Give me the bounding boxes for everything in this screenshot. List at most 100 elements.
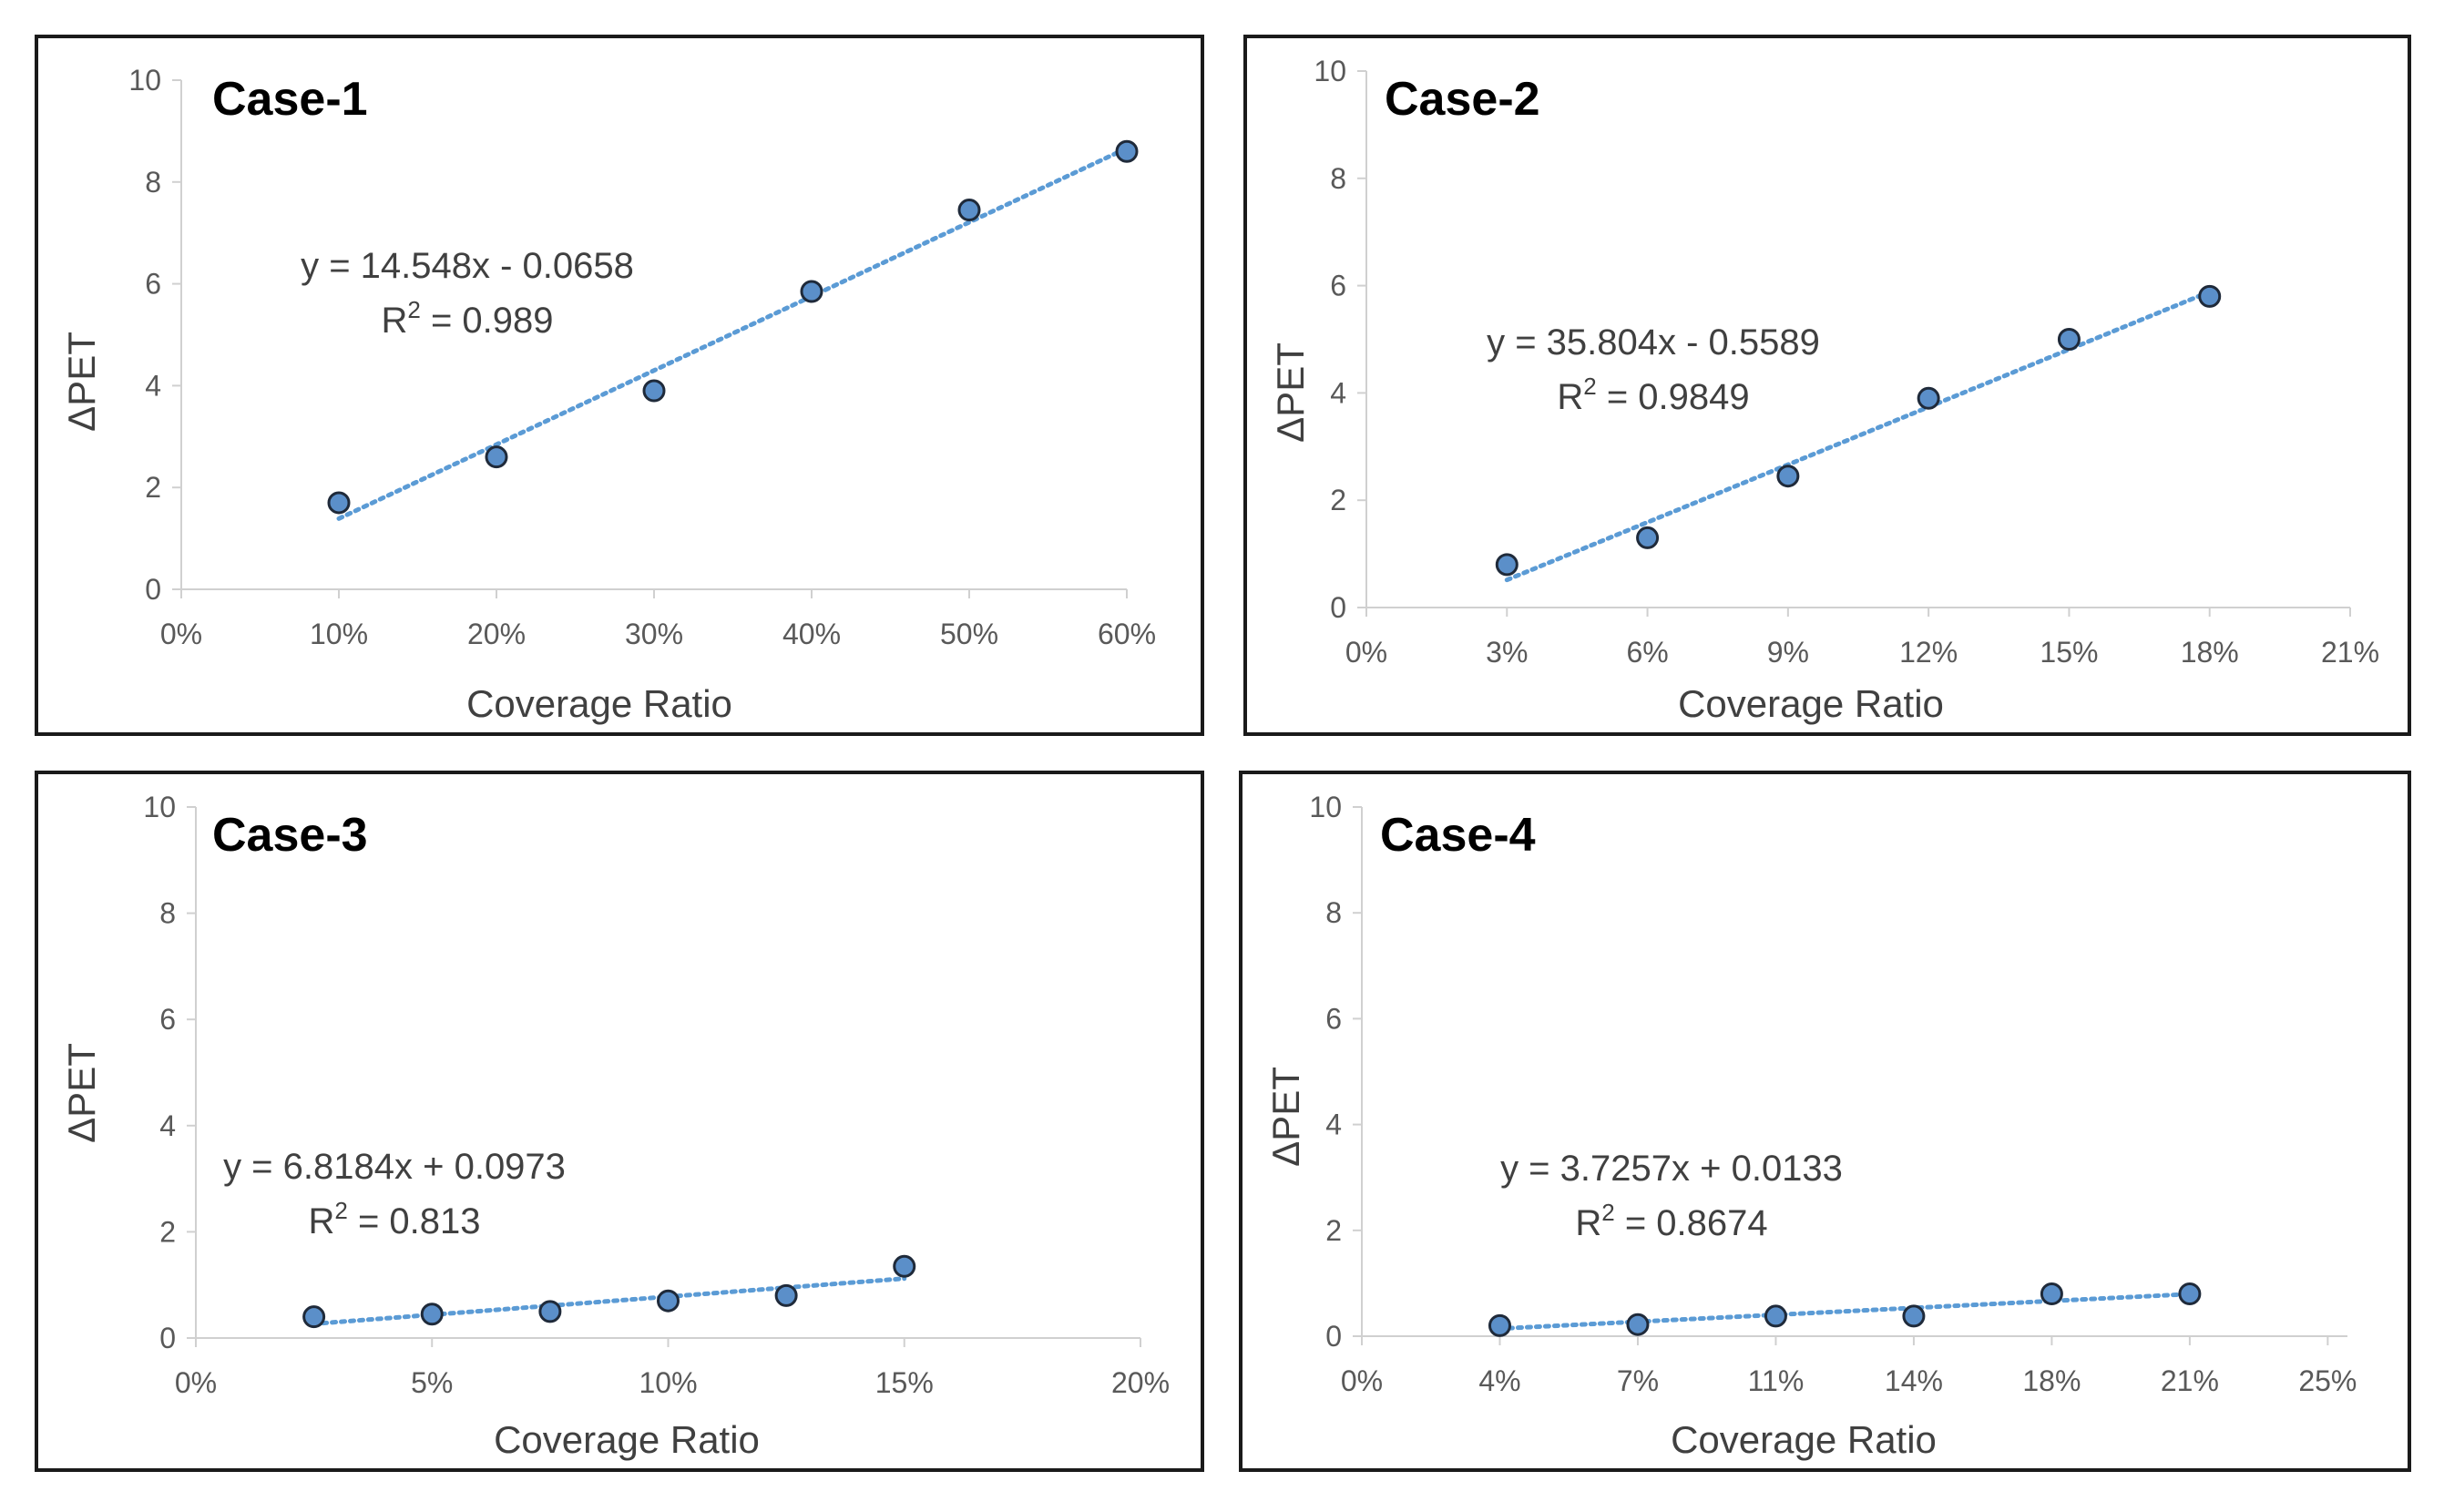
r-squared-label: R2 = 0.813 — [308, 1197, 480, 1241]
panel-frame — [35, 35, 1204, 736]
trendline — [1504, 289, 2213, 583]
y-tick-label: 0 — [159, 1322, 176, 1354]
y-tick-label: 2 — [145, 471, 161, 504]
data-point — [657, 1289, 680, 1313]
y-tick-label: 4 — [159, 1109, 176, 1142]
y-tick-label: 2 — [159, 1215, 176, 1248]
y-axis-label: ΔPET — [60, 332, 103, 432]
data-point — [420, 1303, 444, 1326]
x-tick-label: 18% — [2022, 1364, 2081, 1397]
data-point — [800, 280, 823, 303]
r-squared-label: R2 = 0.8674 — [1575, 1199, 1767, 1243]
x-tick-label: 30% — [625, 618, 683, 650]
y-tick-label: 0 — [145, 573, 161, 606]
data-point — [1764, 1304, 1787, 1328]
scatter-chart: 0 2 4 6 8 10 0% 10% 20% 30% 40% 50% 60% Case-1 y = 14.… — [35, 35, 1204, 736]
data-point — [1776, 465, 1800, 488]
x-tick-label: 0% — [1345, 636, 1387, 669]
y-tick-label: 6 — [1330, 270, 1346, 302]
trendline — [1497, 1292, 2193, 1332]
x-tick-label: 0% — [1341, 1364, 1383, 1397]
x-tick-label: 40% — [782, 618, 841, 650]
y-tick-label: 6 — [145, 268, 161, 301]
y-tick-label: 10 — [1314, 55, 1346, 87]
data-point — [642, 379, 666, 403]
y-tick-label: 4 — [1325, 1108, 1342, 1141]
x-axis-label: Coverage Ratio — [1671, 1418, 1937, 1461]
x-tick-label: 21% — [2161, 1364, 2219, 1397]
x-tick-label: 12% — [1899, 636, 1958, 669]
y-tick-label: 0 — [1330, 591, 1346, 624]
chart-title: Case-1 — [212, 73, 368, 126]
y-axis-label: ΔPET — [1269, 342, 1312, 443]
y-tick-label: 4 — [145, 369, 161, 402]
r-squared-label: R2 = 0.989 — [381, 296, 553, 341]
x-tick-label: 5% — [411, 1366, 453, 1399]
scatter-chart: 0 2 4 6 8 10 0% 5% 10% 15% 20% Case-3 y = 6.8184x + … — [35, 771, 1204, 1472]
data-point — [302, 1305, 326, 1329]
y-tick-label: 8 — [1325, 896, 1342, 929]
y-axis-label: ΔPET — [1264, 1067, 1307, 1167]
y-axis-label: ΔPET — [60, 1043, 103, 1143]
chart-title: Case-3 — [212, 809, 368, 862]
data-point — [485, 445, 508, 469]
panel-frame — [35, 771, 1204, 1472]
data-point — [957, 199, 981, 222]
y-tick-label: 4 — [1330, 376, 1346, 409]
y-tick-label: 8 — [1330, 162, 1346, 195]
y-tick-label: 2 — [1330, 484, 1346, 516]
x-tick-label: 11% — [1748, 1364, 1805, 1397]
x-tick-label: 0% — [160, 618, 202, 650]
data-point — [774, 1283, 798, 1307]
chart-title: Case-2 — [1385, 73, 1540, 126]
x-tick-label: 3% — [1486, 636, 1528, 669]
data-point — [893, 1254, 916, 1278]
panel-frame — [1243, 35, 2411, 736]
data-point — [2057, 328, 2081, 351]
scatter-chart: 0 2 4 6 8 10 0% 4% 7% 11% 14% 18% 21% 25% Case-4 y = 3.… — [1239, 771, 2411, 1472]
data-point — [2040, 1282, 2063, 1306]
y-tick-label: 8 — [159, 897, 176, 930]
data-point — [2178, 1282, 2202, 1306]
x-tick-label: 15% — [875, 1366, 934, 1399]
y-tick-label: 10 — [143, 791, 176, 823]
data-point — [1917, 386, 1940, 410]
trendline — [312, 1276, 907, 1326]
data-point — [1626, 1313, 1650, 1336]
data-point — [1902, 1304, 1926, 1328]
x-axis-label: Coverage Ratio — [1678, 682, 1944, 725]
x-tick-label: 6% — [1626, 636, 1668, 669]
x-tick-label: 20% — [1111, 1366, 1170, 1399]
trendline-equation: y = 35.804x - 0.5589 — [1487, 322, 1820, 363]
x-axis-label: Coverage Ratio — [494, 1418, 760, 1461]
data-point — [538, 1300, 562, 1323]
trendline-equation: y = 3.7257x + 0.0133 — [1500, 1149, 1843, 1189]
case-4-panel: 0 2 4 6 8 10 0% 4% 7% 11% 14% 18% 21% 25% Case-4 y = 3.… — [1239, 771, 2411, 1472]
x-tick-label: 0% — [175, 1366, 217, 1399]
x-tick-label: 10% — [310, 618, 368, 650]
x-tick-label: 7% — [1617, 1364, 1659, 1397]
data-point — [327, 491, 351, 515]
y-tick-label: 10 — [128, 64, 161, 97]
x-axis-label: Coverage Ratio — [466, 682, 732, 725]
scatter-chart: 0 2 4 6 8 10 0% 3% 6% 9% 12% 15% 18% 21% Case-2 y = 35.… — [1243, 35, 2411, 736]
data-point — [1115, 139, 1139, 163]
x-tick-label: 10% — [639, 1366, 697, 1399]
x-tick-label: 21% — [2321, 636, 2379, 669]
y-tick-label: 8 — [145, 166, 161, 199]
x-tick-label: 15% — [2040, 636, 2098, 669]
case-3-panel: 0 2 4 6 8 10 0% 5% 10% 15% 20% Case-3 y = 6.8184x + … — [35, 771, 1204, 1472]
x-tick-label: 25% — [2298, 1364, 2357, 1397]
case-1-panel: 0 2 4 6 8 10 0% 10% 20% 30% 40% 50% 60% Case-1 y = 14.… — [35, 35, 1204, 736]
trendline-equation: y = 14.548x - 0.0658 — [301, 246, 634, 286]
x-tick-label: 9% — [1767, 636, 1809, 669]
r-squared-label: R2 = 0.9849 — [1557, 373, 1749, 417]
x-tick-label: 20% — [467, 618, 526, 650]
y-tick-label: 0 — [1325, 1320, 1342, 1353]
panel-frame — [1239, 771, 2411, 1472]
chart-title: Case-4 — [1380, 809, 1536, 862]
x-tick-label: 18% — [2181, 636, 2239, 669]
y-tick-label: 10 — [1309, 791, 1342, 823]
data-point — [1636, 526, 1660, 549]
case-2-panel: 0 2 4 6 8 10 0% 3% 6% 9% 12% 15% 18% 21% Case-2 y = 35.… — [1243, 35, 2411, 736]
